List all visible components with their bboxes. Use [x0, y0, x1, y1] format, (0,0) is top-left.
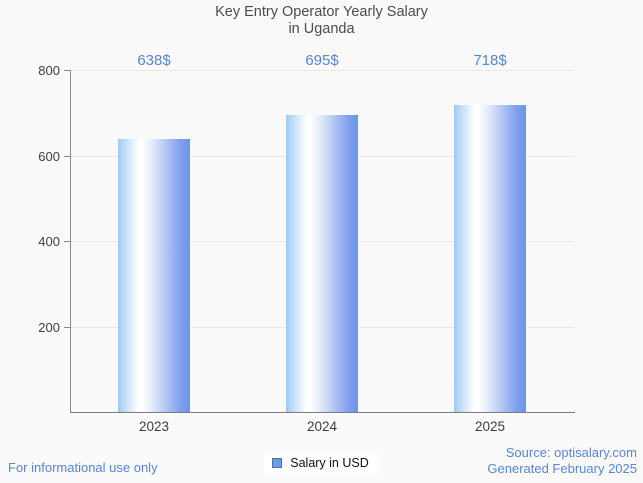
x-axis-label-2023: 2023 — [138, 419, 170, 434]
generated-text: Generated February 2025 — [487, 461, 637, 476]
bar-value-label-2025: 718$ — [473, 52, 507, 69]
y-axis-tick-400 — [64, 241, 70, 242]
legend-label: Salary in USD — [290, 456, 369, 470]
bar-2024[interactable] — [286, 114, 358, 412]
x-axis-label-2025: 2025 — [474, 419, 506, 434]
gridline-800 — [70, 70, 574, 71]
bar-2023[interactable] — [118, 139, 190, 412]
legend-item-salary: Salary in USD — [264, 453, 379, 473]
y-axis-label-600: 600 — [38, 148, 60, 164]
chart-title: Key Entry Operator Yearly Salary in Ugan… — [0, 4, 643, 38]
chart-title-line1: Key Entry Operator Yearly Salary — [215, 4, 428, 20]
bar-2025[interactable] — [454, 105, 526, 412]
y-axis-label-400: 400 — [38, 234, 60, 249]
disclaimer-text: For informational use only — [8, 460, 158, 475]
bar-value-label-2024: 695$ — [305, 52, 339, 69]
bar-value-label-2023: 638$ — [137, 52, 171, 69]
source-block: Source: optisalary.com Generated Februar… — [487, 445, 637, 477]
legend-swatch-icon — [272, 458, 283, 468]
x-axis-line — [70, 412, 575, 413]
y-axis-tick-200 — [64, 326, 70, 328]
source-text: Source: optisalary.com — [505, 445, 637, 460]
y-axis-label-800: 800 — [38, 63, 60, 78]
x-axis-label-2024: 2024 — [306, 419, 338, 434]
chart-legend: Salary in USD — [0, 452, 643, 474]
y-axis-tick-800 — [64, 70, 70, 71]
chart-title-line2: in Uganda — [288, 21, 355, 37]
y-axis-tick-600 — [64, 155, 70, 157]
y-axis-line — [70, 70, 71, 412]
y-axis-label-200: 200 — [38, 319, 60, 335]
